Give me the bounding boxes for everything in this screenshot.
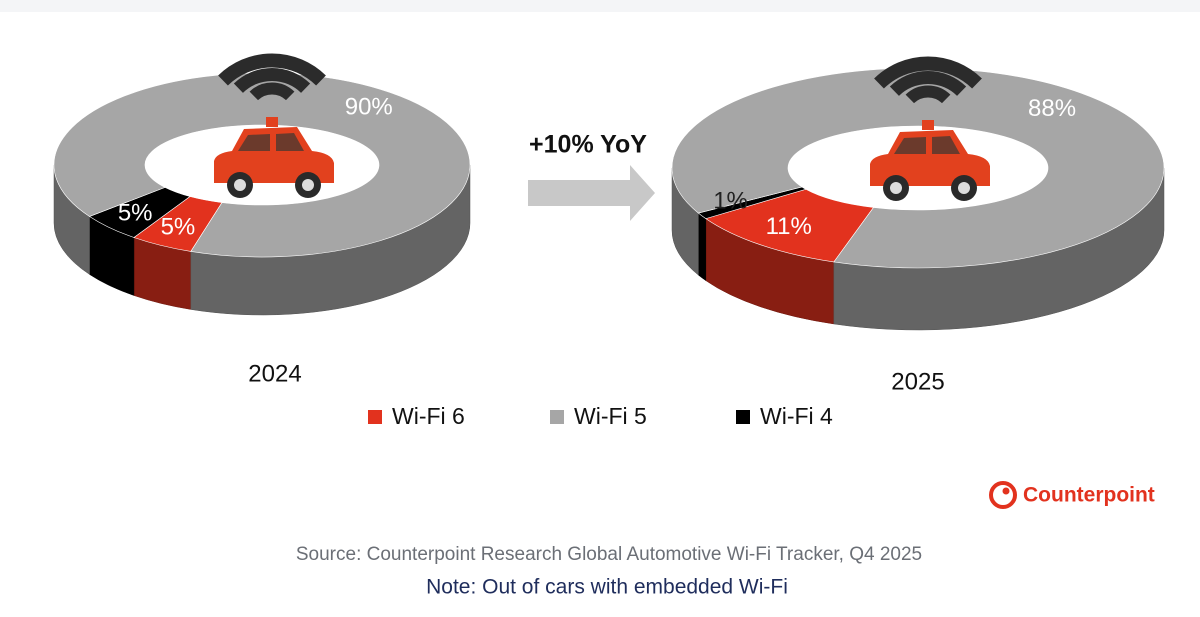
note: Note: Out of cars with embedded Wi-Fi	[426, 576, 788, 599]
value-label: 11%	[766, 213, 812, 240]
legend-swatch	[368, 410, 382, 424]
car-body	[870, 130, 990, 186]
legend-swatch	[550, 410, 564, 424]
value-label: 1%	[713, 187, 748, 214]
donut-chart: 5% 5% 90% 2024	[53, 53, 471, 387]
value-label: 88%	[1028, 95, 1076, 122]
car-hub	[302, 179, 314, 191]
top-bar	[0, 0, 1200, 12]
car-sign	[266, 117, 278, 127]
car-body	[214, 127, 334, 183]
car-window	[238, 134, 270, 151]
wifi-arc	[218, 53, 326, 86]
logo-text: Counterpoint	[1023, 484, 1155, 507]
car-hub	[890, 182, 902, 194]
logo-icon	[989, 481, 1017, 509]
car-window	[894, 137, 926, 154]
chart-title: 2025	[891, 368, 944, 395]
arrow	[528, 165, 655, 221]
logo: Counterpoint	[989, 481, 1155, 509]
car-hub	[234, 179, 246, 191]
legend: Wi-Fi 6 Wi-Fi 5 Wi-Fi 4	[368, 403, 833, 429]
wifi-arc	[905, 85, 951, 104]
value-label: 90%	[345, 93, 393, 120]
car-window	[932, 136, 960, 154]
car-hub	[958, 182, 970, 194]
logo-icon-dot	[1002, 487, 1010, 495]
car-window	[276, 133, 304, 151]
legend-label: Wi-Fi 4	[760, 403, 833, 429]
wifi-arc	[249, 82, 295, 101]
wifi-arc	[889, 71, 967, 97]
wifi-arc	[233, 68, 311, 94]
car-sign	[922, 120, 934, 130]
charts: 5% 5% 90% 2024 11% 1% 88% 2025	[53, 53, 1165, 395]
source: Source: Counterpoint Research Global Aut…	[296, 544, 922, 565]
donut-chart: 11% 1% 88% 2025	[671, 56, 1165, 395]
legend-label: Wi-Fi 6	[392, 403, 465, 429]
legend-label: Wi-Fi 5	[574, 403, 647, 429]
value-label: 5%	[118, 200, 153, 227]
slice-side	[698, 212, 707, 282]
wifi-arc	[874, 56, 982, 89]
annotation: +10% YoY	[529, 131, 647, 159]
chart-title: 2024	[248, 360, 301, 387]
value-label: 5%	[161, 214, 196, 241]
legend-swatch	[736, 410, 750, 424]
